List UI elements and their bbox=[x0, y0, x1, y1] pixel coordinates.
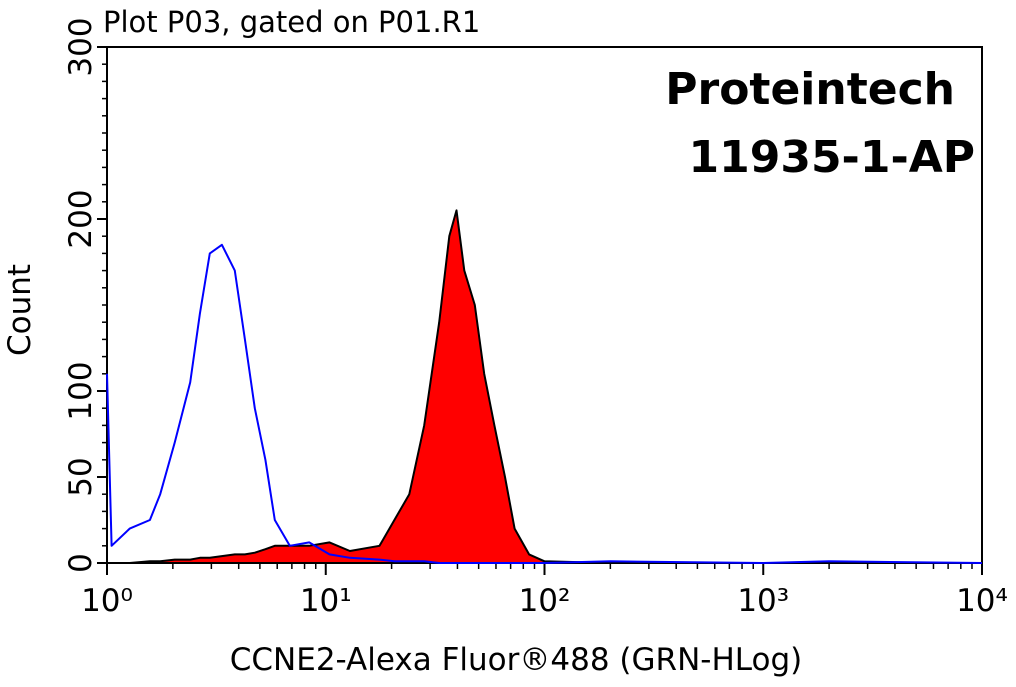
histogram-line bbox=[106, 243, 983, 564]
histogram-area bbox=[106, 209, 983, 564]
y-tick-label: 100 bbox=[63, 361, 99, 420]
y-tick-label: 200 bbox=[63, 189, 99, 248]
x-tick-label: 10⁴ bbox=[956, 583, 1008, 619]
x-tick-label: 10⁰ bbox=[81, 583, 133, 619]
x-tick-label: 10³ bbox=[737, 583, 789, 619]
chart-title: Plot P03, gated on P01.R1 bbox=[103, 5, 480, 39]
x-tick-label: 10² bbox=[519, 583, 571, 619]
x-axis-label: CCNE2-Alexa Fluor®488 (GRN-HLog) bbox=[230, 642, 802, 678]
annotation: Proteintech bbox=[665, 64, 955, 115]
x-tick-label: 10¹ bbox=[300, 583, 352, 619]
plot-frame bbox=[106, 46, 983, 564]
y-tick-label: 50 bbox=[63, 457, 99, 496]
y-tick-label: 0 bbox=[63, 553, 99, 573]
y-axis-label: Count bbox=[2, 264, 38, 356]
y-tick-label: 300 bbox=[63, 17, 99, 76]
annotation: 11935-1-AP bbox=[688, 132, 975, 183]
